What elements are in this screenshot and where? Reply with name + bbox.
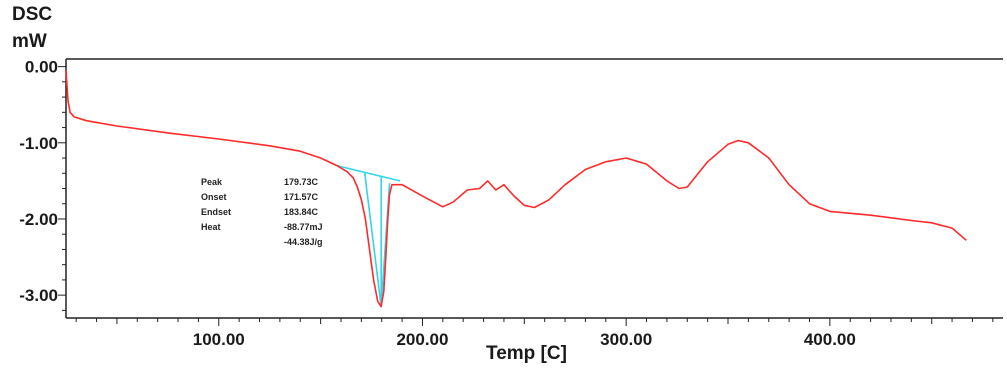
y-tick-label: 0.00 <box>25 58 58 77</box>
annotation-label: Onset <box>201 192 227 202</box>
annotation-value: -88.77mJ <box>284 222 323 232</box>
annotation-value: 183.84C <box>284 207 319 217</box>
y-tick-label: -1.00 <box>19 134 58 153</box>
chart-axes: 100.00 200.00 300.00 400.00 0.00 -1.00 -2.00 -3… <box>19 58 1003 349</box>
x-tick-label: 200.00 <box>396 330 448 349</box>
y-tick-label: -2.00 <box>19 210 58 229</box>
annotation-value: 171.57C <box>284 192 319 202</box>
annotation-label: Endset <box>201 207 231 217</box>
annotation-value: 179.73C <box>284 177 319 187</box>
x-tick-label: 400.00 <box>804 330 856 349</box>
baseline-segment <box>363 171 382 307</box>
peak-annotations: Peak 179.73C Onset 171.57C Endset 183.84C Heat… <box>201 177 323 247</box>
x-tick-label: 300.00 <box>600 330 652 349</box>
y-tick-label: -3.00 <box>19 286 58 305</box>
y-axis-label-unit: mW <box>12 31 47 52</box>
x-tick-label: 100.00 <box>193 330 245 349</box>
baseline-segment <box>336 164 401 182</box>
dsc-curve <box>65 70 967 308</box>
series-group <box>65 70 967 308</box>
x-axis-label: Temp [C] <box>486 343 567 364</box>
y-axis-label-dsc: DSC <box>12 4 53 25</box>
annotation-label: Heat <box>201 222 221 232</box>
annotation-value: -44.38J/g <box>284 237 323 247</box>
annotation-label: Peak <box>201 177 223 187</box>
